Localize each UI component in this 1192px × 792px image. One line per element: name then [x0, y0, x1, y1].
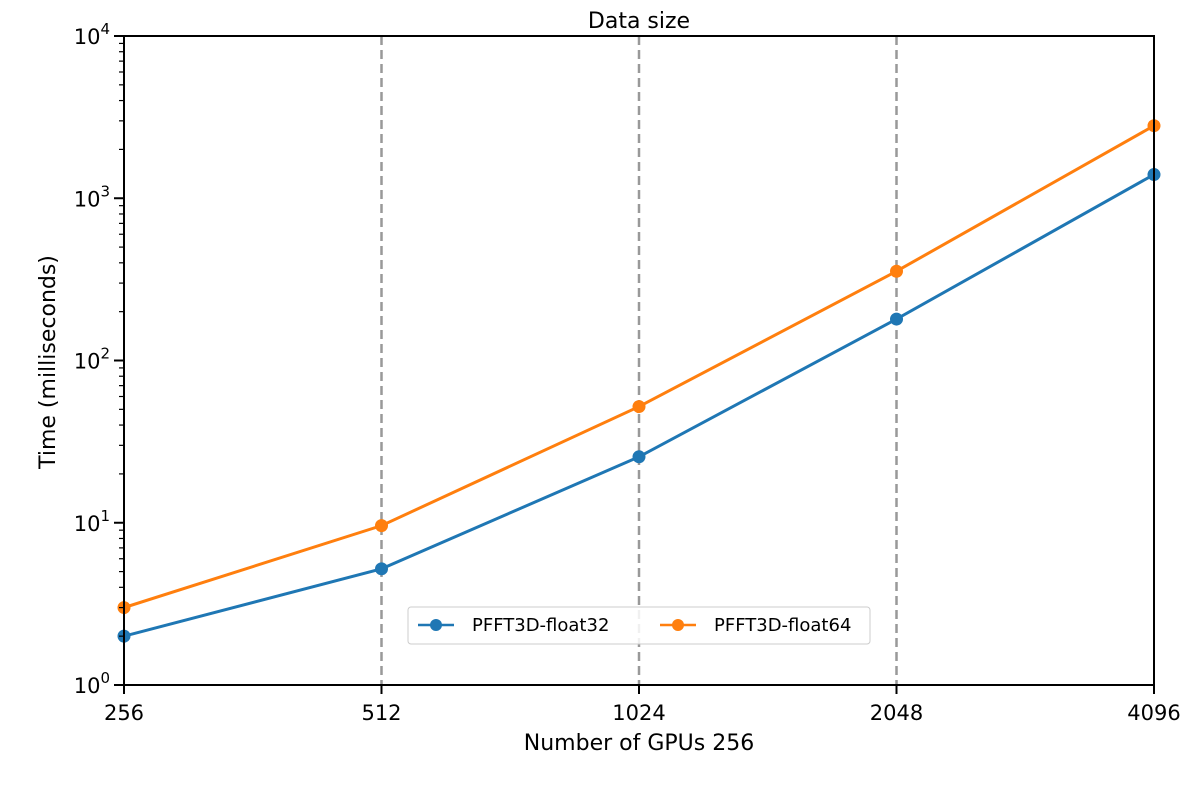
x-tick-label-512: 512 [361, 701, 401, 725]
x-tick-label-256: 256 [104, 701, 144, 725]
data-point-s1-512 [375, 519, 388, 533]
legend-label-float64: PFFT3D-float64 [714, 615, 851, 636]
legend: PFFT3D-float32 PFFT3D-float64 [407, 606, 871, 645]
legend-marker-float64 [672, 619, 684, 631]
legend-label-float32: PFFT3D-float32 [472, 615, 609, 636]
data-point-s0-1024 [632, 450, 646, 464]
vertical-reference-lines [380, 36, 898, 685]
data-point-s1-1024 [632, 400, 646, 414]
y-tick-label-1000: 103 [74, 182, 110, 211]
chart-title: Data size [588, 9, 690, 34]
legend-marker-float32 [430, 619, 442, 631]
y-tick-label-1: 100 [74, 669, 110, 698]
x-axis-label: Number of GPUs 256 [524, 731, 754, 756]
x-tick-label-1024: 1024 [612, 701, 665, 725]
legend-box [407, 606, 871, 645]
y-tick-label-100: 102 [74, 345, 110, 374]
data-point-s1-2048 [890, 264, 903, 278]
y-tick-label-10000: 104 [74, 20, 110, 49]
y-axis-ticks: 100 101 102 103 104 [74, 20, 124, 698]
y-tick-label-10: 101 [74, 507, 110, 536]
data-point-s0-512 [375, 562, 388, 576]
data-point-s0-2048 [890, 312, 903, 326]
y-axis-label: Time (milliseconds) [36, 255, 61, 470]
x-tick-label-2048: 2048 [870, 701, 923, 725]
x-tick-label-4096: 4096 [1127, 701, 1180, 725]
x-axis-ticks: 256 512 1024 2048 4096 [104, 685, 1181, 725]
